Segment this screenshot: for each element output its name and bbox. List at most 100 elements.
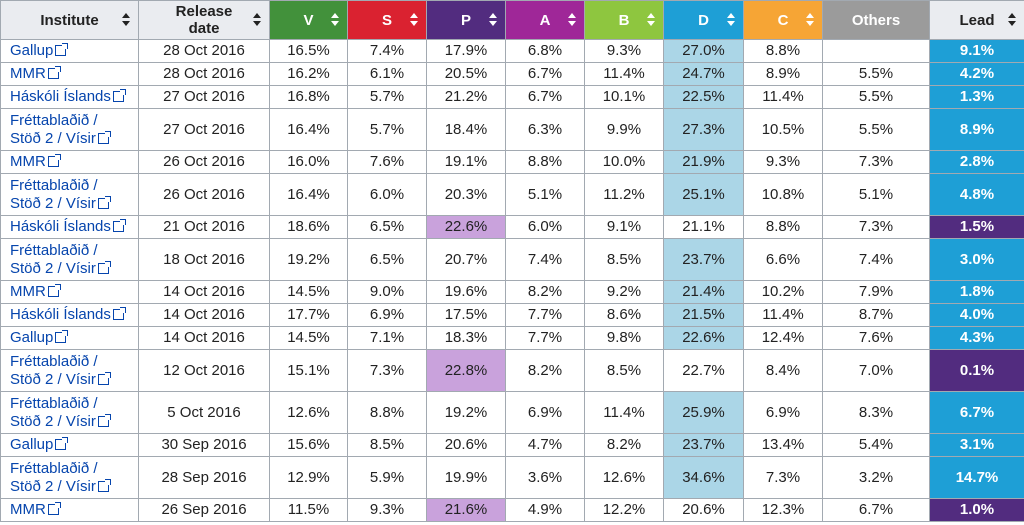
external-link-icon[interactable] (47, 502, 61, 515)
party-value-cell: 6.9% (743, 391, 823, 434)
party-value-cell: 20.6% (663, 498, 744, 522)
party-value-cell: 25.1% (663, 173, 744, 216)
institute-link[interactable]: Háskóli Íslands (10, 306, 111, 323)
external-link-icon[interactable] (97, 195, 111, 209)
institute-link[interactable]: Stöð 2 / Vísir (10, 370, 96, 388)
external-link-icon[interactable] (55, 43, 69, 56)
institute-link[interactable]: Stöð 2 / Vísir (10, 129, 96, 147)
party-value-cell: 6.9% (505, 391, 585, 434)
column-header-lead[interactable]: Lead (929, 0, 1024, 40)
sort-icon[interactable] (331, 13, 339, 27)
party-value-cell: 23.7% (663, 238, 744, 281)
release-date-cell: 26 Oct 2016 (138, 173, 270, 216)
institute-link[interactable]: Gallup (10, 329, 54, 346)
release-date-cell: 14 Oct 2016 (138, 326, 270, 350)
party-value-cell: 27.0% (663, 39, 744, 63)
external-link-icon[interactable] (97, 130, 111, 144)
party-value-cell: 19.2% (426, 391, 506, 434)
party-value-cell: 8.8% (743, 39, 823, 63)
sort-icon[interactable] (1008, 13, 1016, 27)
column-header-label: P (460, 11, 471, 29)
external-link-icon[interactable] (97, 371, 111, 385)
institute-link[interactable]: Fréttablaðið / (10, 352, 98, 370)
others-cell (822, 39, 930, 63)
institute-link[interactable]: Stöð 2 / Vísir (10, 477, 96, 495)
party-value-cell: 12.9% (269, 456, 348, 499)
institute-cell: Gallup (0, 326, 139, 350)
sort-icon[interactable] (647, 13, 655, 27)
institute-link[interactable]: Stöð 2 / Vísir (10, 412, 96, 430)
party-value-cell: 5.9% (347, 456, 427, 499)
external-link-icon[interactable] (97, 260, 111, 274)
party-value-cell: 18.4% (426, 108, 506, 151)
external-link-icon[interactable] (112, 307, 126, 320)
party-value-cell: 16.8% (269, 85, 348, 109)
external-link-icon[interactable] (97, 413, 111, 427)
institute-link[interactable]: MMR (10, 501, 46, 518)
external-link-icon[interactable] (55, 437, 69, 450)
external-link-icon[interactable] (112, 219, 126, 232)
institute-link[interactable]: Háskóli Íslands (10, 218, 111, 235)
table-header-row: Institute Release date V S P A B D C Others Lead (0, 0, 1024, 40)
external-link-icon[interactable] (47, 66, 61, 79)
institute-link[interactable]: Gallup (10, 42, 54, 59)
party-value-cell: 14.5% (269, 280, 348, 304)
column-header-party-a[interactable]: A (505, 0, 585, 40)
others-cell: 7.3% (822, 150, 930, 174)
table-row: Fréttablaðið / Stöð 2 / Vísir 28 Sep 2016 1… (0, 456, 1024, 499)
sort-icon[interactable] (410, 13, 418, 27)
party-value-cell: 16.4% (269, 108, 348, 151)
institute-link[interactable]: Stöð 2 / Vísir (10, 259, 96, 277)
institute-link[interactable]: Fréttablaðið / (10, 176, 98, 194)
external-link-icon[interactable] (47, 154, 61, 167)
column-header-party-p[interactable]: P (426, 0, 506, 40)
institute-link[interactable]: Fréttablaðið / (10, 459, 98, 477)
column-header-label: B (618, 11, 630, 29)
party-value-cell: 22.7% (663, 349, 744, 392)
column-header-party-d[interactable]: D (663, 0, 744, 40)
release-date-cell: 28 Oct 2016 (138, 62, 270, 86)
party-value-cell: 25.9% (663, 391, 744, 434)
party-value-cell: 6.8% (505, 39, 585, 63)
column-header-party-v[interactable]: V (269, 0, 348, 40)
party-value-cell: 6.7% (505, 85, 585, 109)
lead-cell: 4.0% (929, 303, 1024, 327)
institute-link[interactable]: MMR (10, 153, 46, 170)
party-value-cell: 15.1% (269, 349, 348, 392)
party-value-cell: 21.4% (663, 280, 744, 304)
institute-link[interactable]: Fréttablaðið / (10, 241, 98, 259)
party-value-cell: 5.7% (347, 85, 427, 109)
sort-icon[interactable] (568, 13, 576, 27)
sort-icon[interactable] (253, 13, 261, 27)
external-link-icon[interactable] (47, 284, 61, 297)
institute-link[interactable]: MMR (10, 65, 46, 82)
sort-icon[interactable] (122, 13, 130, 27)
institute-link[interactable]: Gallup (10, 436, 54, 453)
column-header-party-b[interactable]: B (584, 0, 664, 40)
external-link-icon[interactable] (97, 478, 111, 492)
sort-icon[interactable] (489, 13, 497, 27)
institute-link[interactable]: Háskóli Íslands (10, 88, 111, 105)
others-cell: 6.7% (822, 498, 930, 522)
lead-cell: 4.3% (929, 326, 1024, 350)
institute-cell: Gallup (0, 39, 139, 63)
table-row: Fréttablaðið / Stöð 2 / Vísir 18 Oct 2016 1… (0, 238, 1024, 281)
column-header-others[interactable]: Others (822, 0, 930, 40)
external-link-icon[interactable] (112, 89, 126, 102)
party-value-cell: 11.5% (269, 498, 348, 522)
column-header-release-date[interactable]: Release date (138, 0, 270, 40)
column-header-institute[interactable]: Institute (0, 0, 139, 40)
institute-link[interactable]: MMR (10, 283, 46, 300)
institute-link[interactable]: Stöð 2 / Vísir (10, 194, 96, 212)
column-header-party-c[interactable]: C (743, 0, 823, 40)
party-value-cell: 20.5% (426, 62, 506, 86)
party-value-cell: 10.1% (584, 85, 664, 109)
sort-icon[interactable] (806, 13, 814, 27)
institute-link[interactable]: Fréttablaðið / (10, 394, 98, 412)
lead-cell: 8.9% (929, 108, 1024, 151)
sort-icon[interactable] (727, 13, 735, 27)
external-link-icon[interactable] (55, 330, 69, 343)
column-header-party-s[interactable]: S (347, 0, 427, 40)
institute-link[interactable]: Fréttablaðið / (10, 111, 98, 129)
party-value-cell: 6.1% (347, 62, 427, 86)
